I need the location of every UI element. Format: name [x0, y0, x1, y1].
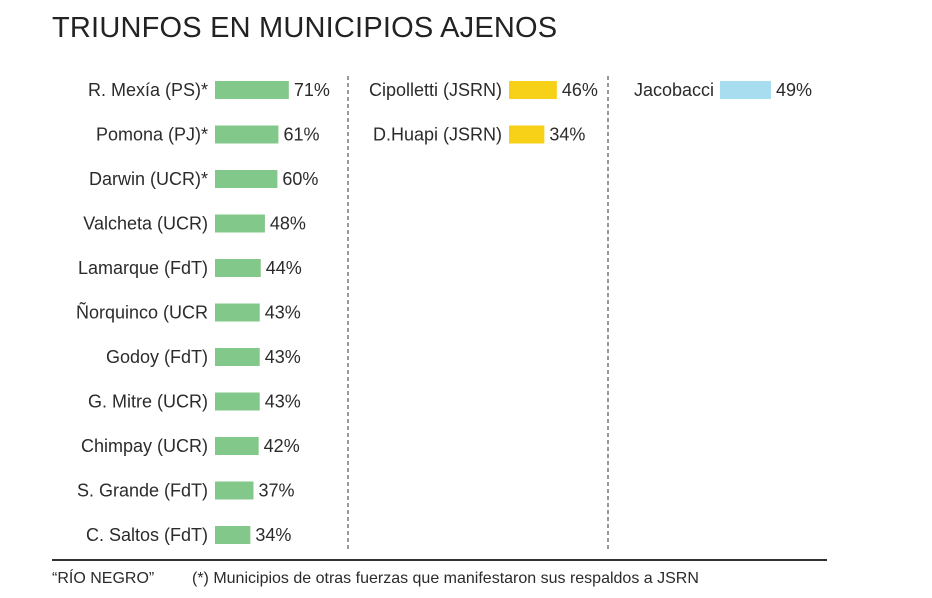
bar-value-label: 49% [776, 80, 812, 100]
source-credit: “RÍO NEGRO” [52, 570, 155, 587]
bar [215, 303, 260, 322]
bar-label: Chimpay (UCR) [81, 436, 208, 456]
bar [215, 437, 259, 455]
chart-title: TRIUNFOS EN MUNICIPIOS AJENOS [52, 12, 558, 44]
bar-label: R. Mexía (PS)* [88, 80, 208, 100]
bar-value-label: 34% [255, 525, 291, 545]
bar [215, 125, 279, 144]
bar-value-label: 43% [265, 347, 301, 367]
bar-label: S. Grande (FdT) [77, 481, 208, 501]
bar [215, 81, 289, 99]
bar [215, 526, 251, 544]
bar [215, 348, 260, 366]
bar [509, 81, 557, 99]
bar-value-label: 71% [294, 80, 330, 100]
bar-label: Godoy (FdT) [106, 347, 208, 367]
bar [215, 214, 265, 233]
bar-value-label: 34% [549, 125, 585, 145]
bar-label: D.Huapi (JSRN) [373, 125, 502, 145]
bar-value-label: 48% [270, 214, 306, 234]
bar-value-label: 37% [258, 481, 294, 501]
bar-label: Cipolletti (JSRN) [369, 80, 502, 100]
bar-value-label: 44% [266, 258, 302, 278]
bar-label: G. Mitre (UCR) [88, 392, 208, 412]
bar-label: Lamarque (FdT) [78, 258, 208, 278]
bar-value-label: 43% [265, 392, 301, 412]
bar-value-label: 61% [283, 125, 319, 145]
bar [215, 170, 278, 188]
bar-label: Pomona (PJ)* [96, 125, 208, 145]
bar-label: Valcheta (UCR) [83, 214, 208, 234]
bar-value-label: 60% [282, 169, 318, 189]
bar-value-label: 43% [265, 303, 301, 323]
bar-value-label: 42% [264, 436, 300, 456]
footer-rule [52, 559, 827, 561]
bar-value-label: 46% [562, 80, 598, 100]
footnote: (*) Municipios de otras fuerzas que mani… [192, 570, 699, 587]
bar-label: Jacobacci [634, 80, 714, 100]
bar-label: Ñorquinco (UCR [76, 302, 208, 323]
bar [215, 392, 260, 411]
bar [509, 125, 545, 144]
bar [720, 81, 771, 99]
bar [215, 481, 254, 500]
bar [215, 259, 261, 277]
bar-label: Darwin (UCR)* [89, 169, 208, 189]
bar-label: C. Saltos (FdT) [86, 525, 208, 545]
